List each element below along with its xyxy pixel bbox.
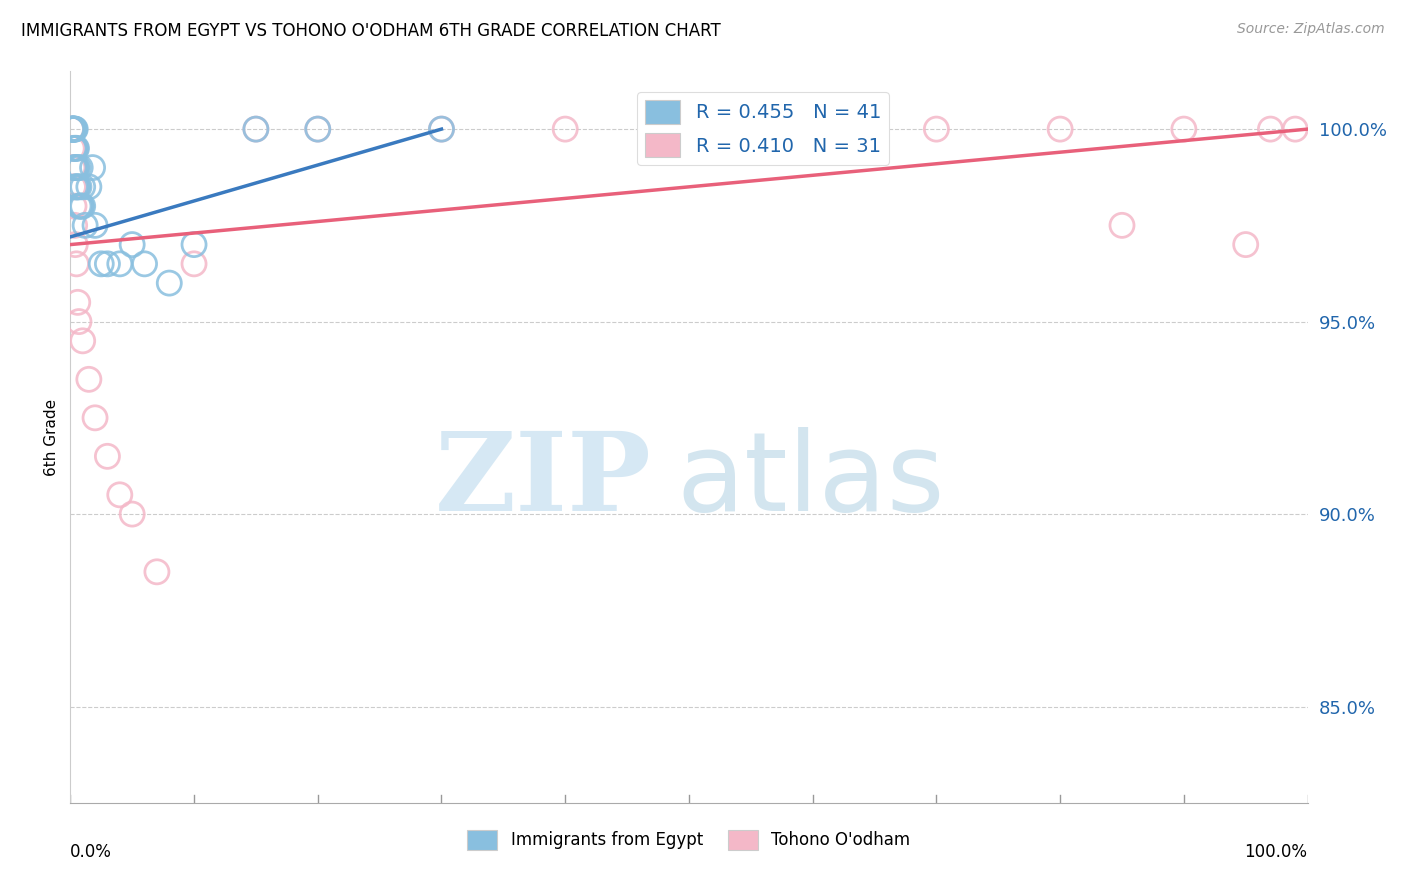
Point (63, 219, 86, 233)
Point (70, 199, 93, 213)
Point (96, 450, 118, 464)
Text: 0.0%: 0.0% (70, 843, 112, 861)
Point (96, 257, 118, 271)
Point (66, 179, 89, 194)
Point (60, 122, 83, 136)
Point (60, 122, 83, 136)
Point (108, 488, 131, 502)
Y-axis label: 6th Grade: 6th Grade (44, 399, 59, 475)
Point (72, 334, 94, 348)
Point (108, 257, 131, 271)
Point (1260, 122, 1282, 136)
Point (183, 257, 205, 271)
Point (75, 219, 97, 233)
Point (1284, 122, 1306, 136)
Point (430, 122, 453, 136)
Point (72, 199, 94, 213)
Point (65, 179, 87, 194)
Point (65, 122, 87, 136)
Point (65, 141, 87, 155)
Point (72, 179, 94, 194)
Point (678, 122, 700, 136)
Point (69, 161, 91, 175)
Point (67, 199, 90, 213)
Point (183, 237, 205, 252)
Point (82, 161, 104, 175)
Point (554, 122, 576, 136)
Point (66, 295, 89, 310)
Point (62, 122, 84, 136)
Point (1049, 122, 1071, 136)
Point (60, 141, 83, 155)
Point (63, 199, 86, 213)
Point (66, 161, 89, 175)
Point (62, 179, 84, 194)
Point (65, 161, 87, 175)
Point (65, 257, 87, 271)
Point (121, 507, 143, 521)
Point (84, 219, 107, 233)
Point (67, 315, 90, 329)
Text: atlas: atlas (676, 427, 945, 534)
Point (62, 161, 84, 175)
Point (63, 141, 86, 155)
Point (63, 122, 86, 136)
Point (69, 199, 91, 213)
Point (65, 179, 87, 194)
Point (65, 141, 87, 155)
Point (307, 122, 329, 136)
Text: Source: ZipAtlas.com: Source: ZipAtlas.com (1237, 22, 1385, 37)
Point (245, 122, 267, 136)
Point (925, 122, 948, 136)
Point (63, 161, 86, 175)
Text: ZIP: ZIP (434, 427, 652, 534)
Point (121, 237, 143, 252)
Point (801, 122, 824, 136)
Text: IMMIGRANTS FROM EGYPT VS TOHONO O'ODHAM 6TH GRADE CORRELATION CHART: IMMIGRANTS FROM EGYPT VS TOHONO O'ODHAM … (21, 22, 721, 40)
Point (63, 141, 86, 155)
Point (157, 276, 180, 290)
Point (62, 122, 84, 136)
Point (134, 257, 156, 271)
Text: 100.0%: 100.0% (1244, 843, 1308, 861)
Point (146, 565, 169, 579)
Point (77, 372, 100, 386)
Point (67, 179, 90, 194)
Point (1234, 237, 1257, 252)
Point (63, 122, 86, 136)
Point (62, 122, 84, 136)
Point (65, 161, 87, 175)
Point (84, 410, 107, 425)
Point (77, 179, 100, 194)
Point (307, 122, 329, 136)
Point (62, 122, 84, 136)
Legend: Immigrants from Egypt, Tohono O'odham: Immigrants from Egypt, Tohono O'odham (461, 823, 917, 856)
Point (245, 122, 267, 136)
Point (65, 237, 87, 252)
Point (1173, 122, 1195, 136)
Point (1111, 219, 1133, 233)
Point (430, 122, 453, 136)
Point (90, 257, 112, 271)
Point (60, 122, 83, 136)
